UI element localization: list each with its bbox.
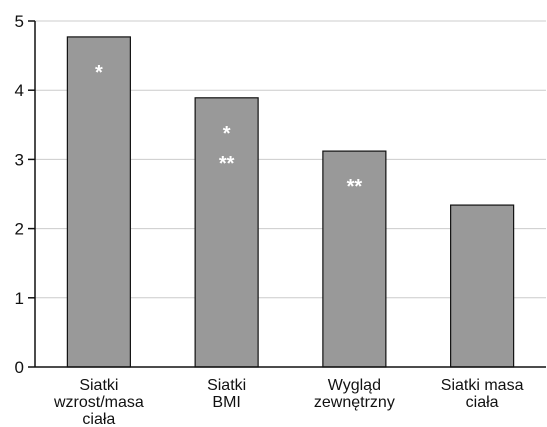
bar bbox=[450, 204, 515, 368]
x-category-label: wzrost/masa bbox=[53, 394, 144, 411]
y-tick-label: 4 bbox=[15, 81, 24, 100]
y-tick-label: 1 bbox=[15, 289, 24, 308]
y-tick-label: 5 bbox=[15, 12, 24, 31]
significance-mark: ** bbox=[347, 176, 363, 198]
bar bbox=[194, 97, 259, 368]
x-category-label: Siatki bbox=[79, 377, 118, 394]
y-tick-label: 3 bbox=[15, 150, 24, 169]
bars bbox=[66, 36, 515, 368]
x-category-label: ciała bbox=[466, 394, 499, 411]
x-category-label: BMI bbox=[212, 394, 240, 411]
significance-mark: * bbox=[223, 123, 231, 145]
significance-mark: * bbox=[95, 62, 103, 84]
axes bbox=[34, 21, 546, 368]
significance-mark: ** bbox=[219, 153, 235, 175]
y-tick-label: 0 bbox=[15, 358, 24, 377]
x-category-label: Siatki masa bbox=[441, 377, 524, 394]
x-category-label: ciała bbox=[82, 411, 115, 427]
y-tick-label: 2 bbox=[15, 220, 24, 239]
x-category-labels: Siatkiwzrost/masaciałaSiatkiBMIWyglądzew… bbox=[53, 377, 524, 427]
y-tick-labels: 0 1 2 3 4 5 bbox=[15, 12, 35, 377]
x-category-label: Siatki bbox=[207, 377, 246, 394]
significance-annotations: ****** bbox=[95, 62, 362, 198]
x-category-label: zewnętrzny bbox=[314, 394, 395, 411]
bar bbox=[66, 36, 131, 368]
x-category-label: Wygląd bbox=[328, 377, 381, 394]
